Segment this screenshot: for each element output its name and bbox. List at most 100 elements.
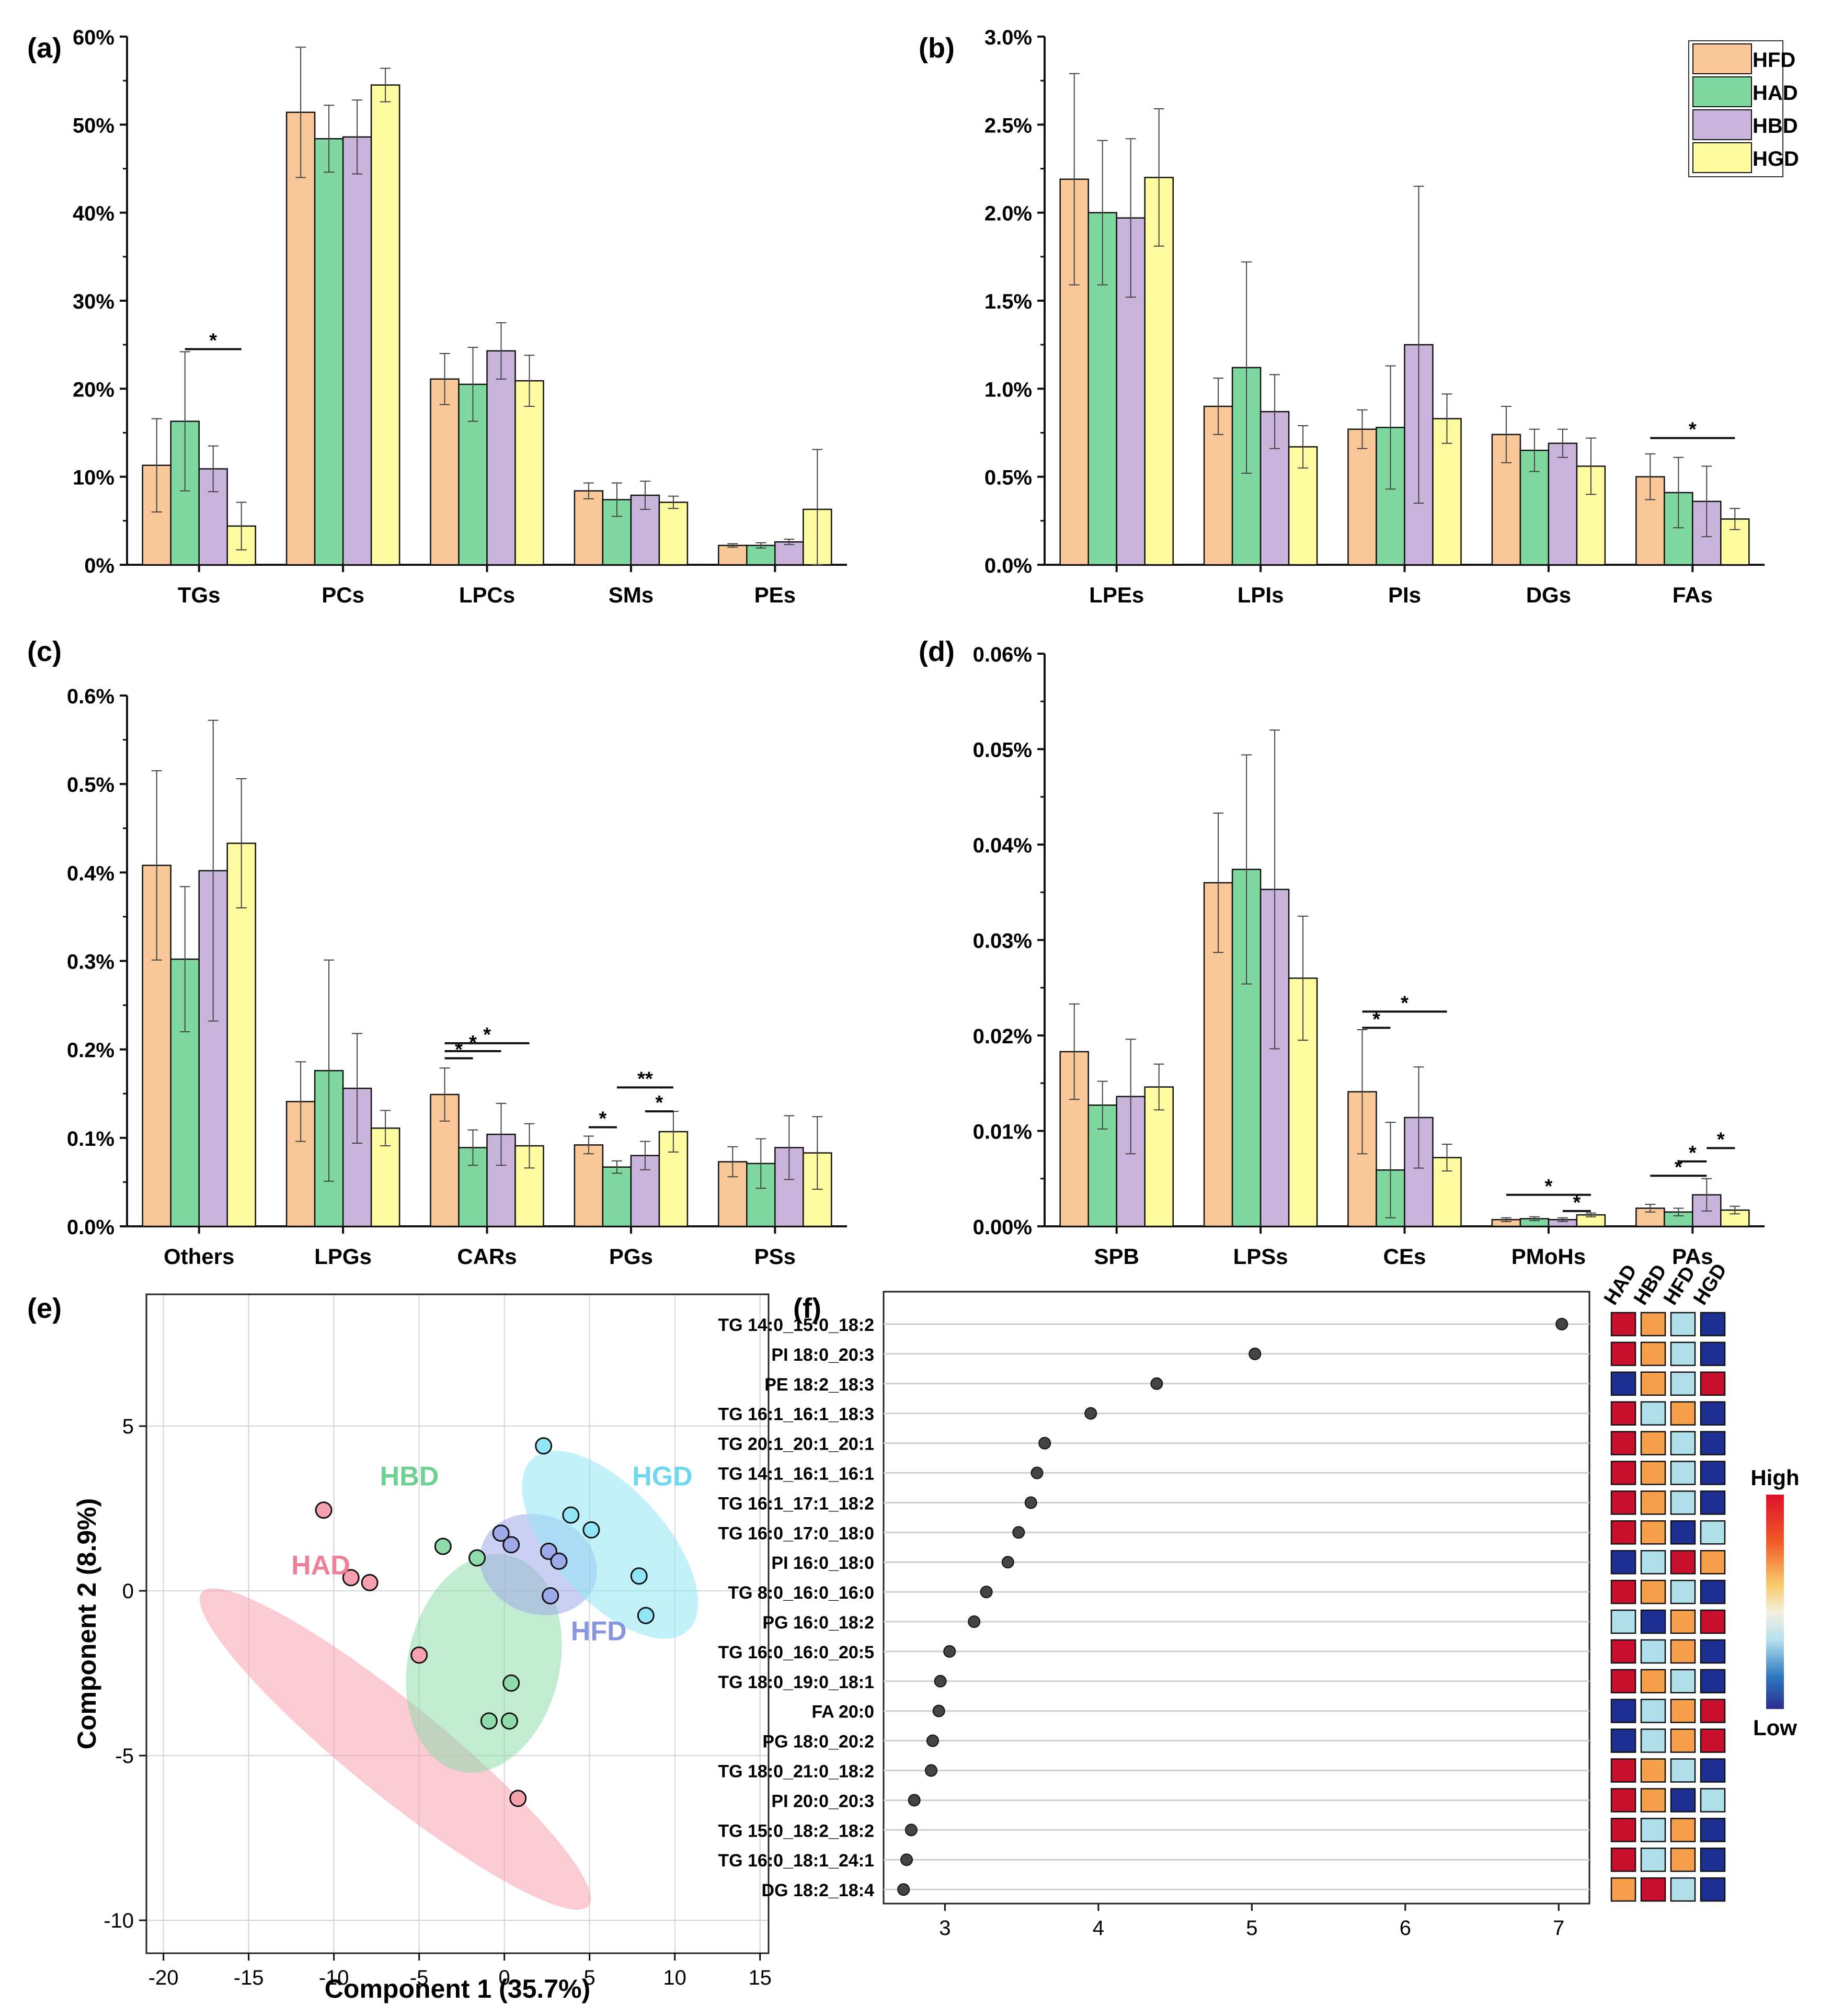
x-tick-label: TGs — [178, 583, 221, 607]
y-tick-label: 2.5% — [984, 114, 1032, 137]
value-dot — [1001, 1556, 1014, 1569]
value-dot — [943, 1645, 956, 1658]
heat-cell — [1610, 1490, 1636, 1515]
y-tick-label: 0.5% — [984, 466, 1032, 489]
point-hbd — [500, 1712, 518, 1730]
heat-cell — [1610, 1461, 1636, 1485]
heat-cell — [1670, 1461, 1696, 1485]
panel-f: (f)TG 14:0_15:0_18:2 PI 18:0_20:3 PE 18:2_… — [718, 1260, 1799, 1940]
value-dot — [900, 1853, 913, 1866]
x-tick-label: PGs — [609, 1244, 653, 1269]
heat-cell — [1610, 1758, 1636, 1783]
value-dot — [980, 1586, 993, 1599]
row-label: TG 16:0_18:1_24:1 — [718, 1851, 874, 1871]
value-dot — [926, 1734, 939, 1747]
heat-cell — [1700, 1669, 1726, 1694]
heat-cell — [1610, 1847, 1636, 1872]
point-hgd — [637, 1607, 655, 1624]
x-tick-label: 5 — [1246, 1917, 1257, 1940]
heat-cell — [1670, 1609, 1696, 1634]
heat-cell — [1640, 1520, 1666, 1545]
bar-hbd — [774, 541, 804, 566]
y-tick-label: -5 — [115, 1745, 134, 1768]
legend-label: HFD — [1753, 49, 1795, 72]
heat-cell — [1670, 1758, 1696, 1783]
value-dot — [924, 1764, 937, 1777]
heat-cell — [1700, 1699, 1726, 1723]
x-tick-label: 0 — [499, 1966, 510, 1989]
heat-cell — [1700, 1490, 1726, 1515]
panel-label: (b) — [919, 32, 955, 64]
point-hgd — [582, 1521, 600, 1539]
point-had — [342, 1569, 360, 1587]
heat-cell — [1700, 1461, 1726, 1485]
heat-cell — [1670, 1431, 1696, 1455]
point-had — [410, 1646, 428, 1664]
group-label-had: HAD — [291, 1551, 350, 1581]
heat-cell — [1670, 1728, 1696, 1753]
heat-cell — [1700, 1788, 1726, 1813]
y-tick-label: 2.0% — [984, 202, 1032, 225]
row-label: PI 16:0_18:0 — [771, 1553, 874, 1573]
panel-label: (d) — [919, 636, 955, 667]
panel-a: (a) 0% 10% 20% 30% 40% 50% 60% TGs PCs LPCs SMs PEs * — [27, 26, 847, 607]
legend-label: HGD — [1753, 147, 1799, 170]
x-tick-label: PEs — [754, 583, 796, 607]
panel-label: (e) — [27, 1293, 62, 1324]
row-label: TG 14:0_15:0_18:2 — [718, 1315, 874, 1335]
heat-cell — [1610, 1877, 1636, 1902]
row-label: TG 18:0_19:0_18:1 — [718, 1672, 874, 1692]
significance-marker: * — [209, 330, 217, 352]
x-tick-label: Others — [164, 1244, 234, 1269]
significance-marker: * — [1689, 419, 1697, 441]
heat-cell — [1670, 1669, 1696, 1694]
y-tick-label: 0.05% — [973, 739, 1032, 762]
x-tick-label: SPB — [1094, 1244, 1139, 1269]
y-tick-label: 30% — [73, 290, 115, 313]
y-tick-label: 0.1% — [67, 1127, 115, 1151]
heat-cell — [1610, 1669, 1636, 1694]
heat-cell — [1640, 1758, 1666, 1783]
heat-cell — [1700, 1550, 1726, 1575]
x-tick-label: FAs — [1673, 583, 1713, 607]
legend: HFD HAD HBD HGD — [1688, 40, 1799, 177]
y-tick-label: 50% — [73, 114, 115, 137]
heat-cell — [1640, 1639, 1666, 1664]
y-axis-title: Component 2 (8.9%) — [72, 1498, 101, 1750]
group-label-hfd: HFD — [571, 1616, 627, 1647]
group-label-hbd: HBD — [380, 1461, 439, 1491]
heat-cell — [1700, 1847, 1726, 1872]
bar-hfd — [574, 1144, 604, 1227]
heat-cell — [1610, 1579, 1636, 1604]
value-dot — [904, 1824, 918, 1837]
panel-c: (c) 0.0% 0.1% 0.2% 0.3% 0.4% 0.5% 0.6% Others LPG… — [27, 636, 847, 1269]
panel-label: (a) — [27, 32, 62, 64]
y-tick-label: 5 — [122, 1415, 134, 1438]
point-hgd — [535, 1437, 553, 1455]
heat-cell — [1610, 1609, 1636, 1634]
point-hfd — [502, 1536, 520, 1554]
y-tick-label: 0.6% — [67, 685, 115, 708]
x-tick-label: -5 — [410, 1966, 429, 1989]
row-label: TG 15:0_18:2_18:2 — [718, 1821, 874, 1841]
heat-cell — [1640, 1550, 1666, 1575]
y-tick-label: 40% — [73, 202, 115, 225]
x-tick-label: 5 — [584, 1966, 596, 1989]
y-tick-label: -10 — [104, 1909, 134, 1932]
heat-cell — [1640, 1579, 1666, 1604]
panel-b: (b) 0.0% 0.5% 1.0% 1.5% 2.0% 2.5% 3.0% LPEs LPIs P… — [919, 26, 1765, 607]
significance-marker: * — [1401, 992, 1409, 1014]
point-hfd — [542, 1587, 559, 1604]
significance-marker: * — [1689, 1142, 1697, 1164]
row-label: PI 20:0_20:3 — [771, 1791, 874, 1811]
row-label: TG 20:1_20:1_20:1 — [718, 1434, 874, 1454]
group-label-hgd: HGD — [632, 1461, 693, 1491]
y-tick-label: 0.4% — [67, 862, 115, 885]
y-tick-label: 0.06% — [973, 643, 1032, 666]
value-dot — [1030, 1466, 1044, 1479]
y-tick-label: 20% — [73, 378, 115, 401]
bar-had — [602, 1166, 632, 1227]
bar-hgd — [514, 380, 544, 566]
